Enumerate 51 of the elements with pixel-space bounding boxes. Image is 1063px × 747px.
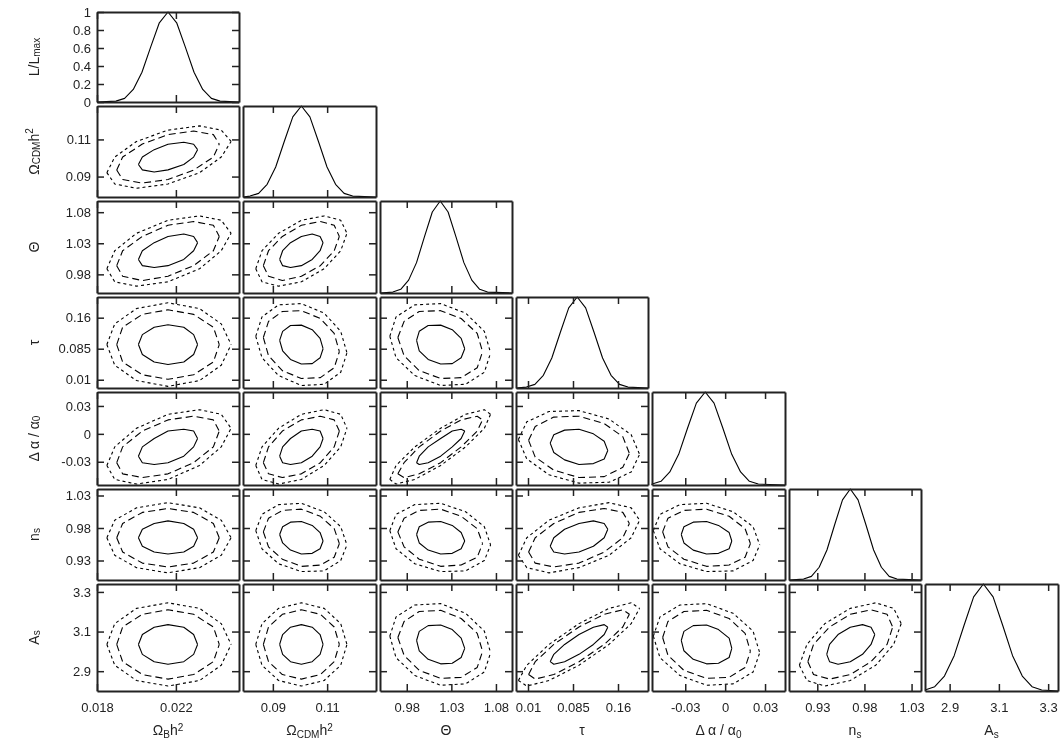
y-axis-title: Θ — [25, 241, 42, 253]
y-tick-label: 0.01 — [65, 372, 91, 388]
y-tick-label: 0 — [83, 426, 91, 442]
y-tick-label: 0 — [83, 94, 91, 110]
x-axis-title: Ω$_{B}$h$^{2}$ — [152, 721, 184, 740]
y-tick-label: 0.8 — [72, 22, 91, 38]
y-tick-label: 1.03 — [65, 235, 91, 251]
x-tick-label: 0.03 — [752, 700, 779, 716]
x-axis-title: Θ — [440, 722, 452, 738]
y-tick-label: 0.16 — [65, 310, 91, 326]
y-tick-label: -0.03 — [61, 454, 91, 470]
x-tick-label: 1.03 — [439, 700, 465, 716]
x-tick-label: 0.93 — [805, 700, 831, 716]
x-tick-label: 2.9 — [941, 700, 960, 716]
x-tick-label: 0 — [722, 700, 730, 716]
x-axis-title: A$_{s}$ — [984, 722, 999, 740]
y-tick-label: 0.98 — [65, 520, 91, 536]
y-tick-label: 0.93 — [65, 553, 91, 569]
y-tick-label: 0.6 — [72, 40, 91, 56]
y-tick-label: 1.03 — [65, 488, 91, 504]
y-tick-label: 0.98 — [65, 267, 91, 283]
x-axis-title: τ — [579, 722, 586, 738]
x-axis-title: Ω$_{CDM}$h$^{2}$ — [286, 721, 334, 740]
x-tick-label: 1.03 — [899, 700, 925, 716]
x-tick-label: 0.01 — [515, 700, 542, 716]
x-axis-title: Δ α / α$_{0}$ — [695, 722, 742, 740]
x-tick-label: 1.08 — [483, 700, 510, 716]
x-tick-label: 0.98 — [394, 700, 420, 716]
x-axis-title: n$_{s}$ — [848, 722, 862, 740]
y-tick-label: 0.4 — [72, 58, 91, 74]
x-tick-label: 0.022 — [160, 700, 193, 716]
x-tick-label: 3.3 — [1039, 700, 1058, 716]
y-tick-label: 1 — [83, 4, 91, 20]
y-tick-label: 0.03 — [65, 398, 91, 414]
x-tick-label: -0.03 — [670, 700, 701, 716]
y-tick-label: 0.11 — [66, 132, 91, 148]
y-tick-label: 0.09 — [65, 169, 91, 185]
y-tick-label: 0.085 — [58, 341, 91, 357]
x-tick-label: 0.16 — [605, 700, 632, 716]
x-tick-label: 0.98 — [852, 700, 878, 716]
x-tick-label: 0.085 — [557, 700, 590, 716]
x-tick-label: 0.11 — [315, 700, 340, 716]
y-axis-title: τ — [25, 339, 42, 346]
y-tick-label: 2.9 — [72, 663, 91, 679]
y-tick-label: 3.3 — [72, 584, 91, 600]
y-tick-label: 0.2 — [72, 76, 91, 92]
x-tick-label: 3.1 — [990, 700, 1009, 716]
y-tick-label: 1.08 — [65, 204, 91, 220]
x-tick-label: 0.018 — [81, 700, 114, 716]
x-tick-label: 0.09 — [260, 700, 287, 716]
y-tick-label: 3.1 — [72, 624, 91, 640]
